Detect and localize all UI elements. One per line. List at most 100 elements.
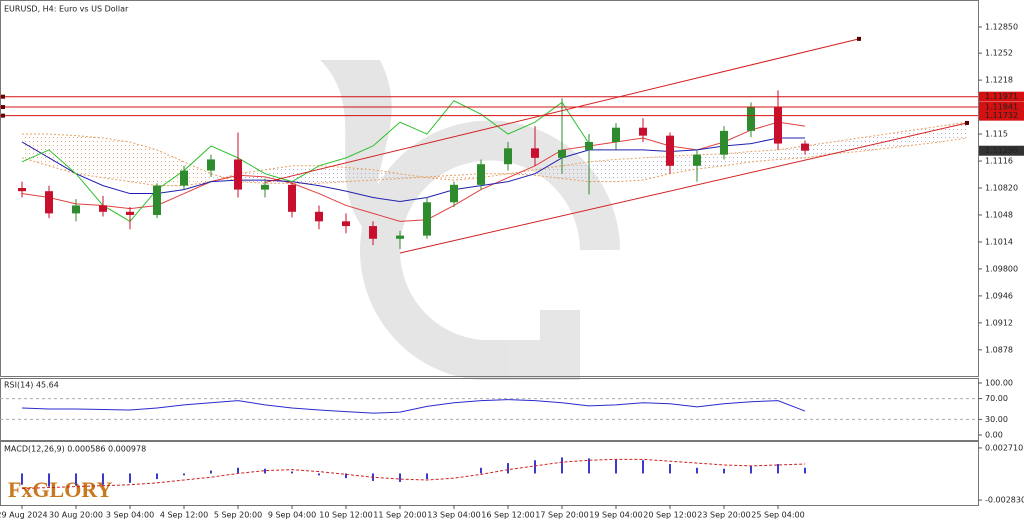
candle-body xyxy=(99,205,107,212)
y-tick-label: 1.10820 xyxy=(985,184,1018,193)
cloud-fill xyxy=(373,169,400,181)
cloud-fill xyxy=(751,149,778,162)
level-label-box xyxy=(979,91,1024,102)
candle-body xyxy=(531,148,539,158)
indicator-line xyxy=(21,137,805,202)
y-tick-label: 1.1252 xyxy=(985,49,1013,58)
candle-body xyxy=(153,185,161,215)
cloud-span xyxy=(21,121,968,187)
cloud-fill xyxy=(103,138,130,182)
candle-body xyxy=(639,127,647,136)
cloud-fill xyxy=(49,134,76,174)
candle-body xyxy=(45,191,53,214)
candle-body xyxy=(369,226,377,239)
cloud-fill xyxy=(76,135,103,178)
level-anchor xyxy=(1,94,5,99)
candle-body xyxy=(180,170,188,186)
x-tick-label: 30 Aug 20:00 xyxy=(49,511,103,520)
y-tick-label: 1.115 xyxy=(985,130,1008,139)
cloud-fill xyxy=(130,141,157,186)
x-tick-label: 3 Sep 04:00 xyxy=(106,511,154,520)
candle-body xyxy=(288,184,296,212)
candle-body xyxy=(477,164,485,185)
candle-body xyxy=(774,107,782,144)
trend-anchor xyxy=(857,36,861,41)
signal-line xyxy=(21,458,806,489)
y-tick-label: 1.0946 xyxy=(985,291,1013,300)
indicator-line xyxy=(21,100,590,222)
candle-body xyxy=(423,202,431,236)
level-anchor xyxy=(1,105,5,110)
x-tick-label: 19 Sep 04:00 xyxy=(589,511,642,520)
candle-body xyxy=(261,184,269,190)
x-tick-label: 9 Sep 04:00 xyxy=(268,511,316,520)
candle-body xyxy=(747,107,755,131)
candle-body xyxy=(207,159,215,171)
cloud-fill xyxy=(670,154,697,174)
y-tick-label: 1.1218 xyxy=(985,76,1013,85)
chart-title: EURUSD, H4: Euro vs US Dollar xyxy=(4,5,129,14)
trend-line xyxy=(264,38,860,183)
cloud-fill xyxy=(616,157,643,182)
cloud-fill xyxy=(184,161,211,186)
candle-body xyxy=(396,235,404,239)
candle-body xyxy=(342,221,350,227)
x-tick-label: 11 Sep 20:00 xyxy=(373,511,426,520)
logo: FxGLORY xyxy=(8,477,112,502)
cloud-fill xyxy=(886,130,913,149)
x-tick-label: 23 Sep 20:00 xyxy=(697,511,750,520)
cloud-fill xyxy=(589,159,616,182)
x-tick-label: 29 Aug 2024 xyxy=(0,511,48,520)
cloud-fill xyxy=(535,165,562,179)
cloud-fill xyxy=(319,165,346,184)
candle-body xyxy=(585,141,593,150)
cloud-fill xyxy=(346,167,373,182)
x-tick-label: 25 Sep 04:00 xyxy=(751,511,804,520)
x-tick-label: 20 Sep 12:00 xyxy=(643,511,696,520)
y-tick-label: 0.002710 xyxy=(985,443,1023,452)
x-tick-label: 17 Sep 20:00 xyxy=(535,511,588,520)
y-tick-label: -0.002830 xyxy=(985,496,1024,505)
main-frame xyxy=(0,0,979,377)
cloud-fill xyxy=(427,175,454,181)
y-tick-label: 70.00 xyxy=(985,394,1008,403)
candle-body xyxy=(315,211,323,222)
indicator-line xyxy=(21,121,806,222)
cloud-fill xyxy=(157,149,184,186)
level-label-box xyxy=(979,110,1024,121)
rsi-line xyxy=(21,399,806,414)
x-tick-label: 10 Sep 12:00 xyxy=(319,511,372,520)
rsi-title: RSI(14) 45.64 xyxy=(4,381,59,390)
x-tick-label: 16 Sep 12:00 xyxy=(481,511,534,520)
candle-body xyxy=(504,148,512,165)
cloud-fill xyxy=(724,151,751,166)
cloud-fill xyxy=(859,134,886,152)
candle-body xyxy=(72,205,80,214)
cloud-fill xyxy=(643,156,670,181)
candle-body xyxy=(450,184,458,203)
candle-body xyxy=(801,143,809,151)
candle-body xyxy=(558,149,566,158)
cloud-fill xyxy=(454,173,481,181)
last-price-label: 1.11290 xyxy=(985,146,1018,155)
cloud-fill xyxy=(832,138,859,154)
level-label: 1.11971 xyxy=(985,92,1018,101)
candle-body xyxy=(693,154,701,166)
trend-line xyxy=(399,122,968,254)
level-label: 1.11841 xyxy=(985,103,1018,112)
y-tick-label: 30.00 xyxy=(985,415,1008,424)
y-tick-label: 100.00 xyxy=(985,379,1013,388)
cloud-span xyxy=(22,133,968,184)
cloud-fill xyxy=(805,141,832,158)
candle-body xyxy=(666,135,674,166)
candle-body xyxy=(126,211,134,215)
candle-body xyxy=(234,159,242,190)
x-tick-label: 13 Sep 04:00 xyxy=(427,511,480,520)
y-tick-label: 1.1116 xyxy=(985,157,1013,166)
y-tick-label: 1.0878 xyxy=(985,345,1013,354)
x-tick-label: 4 Sep 12:00 xyxy=(160,511,208,520)
candle-body xyxy=(720,130,728,155)
x-tick-label: 5 Sep 20:00 xyxy=(214,511,262,520)
level-anchor xyxy=(1,113,5,118)
